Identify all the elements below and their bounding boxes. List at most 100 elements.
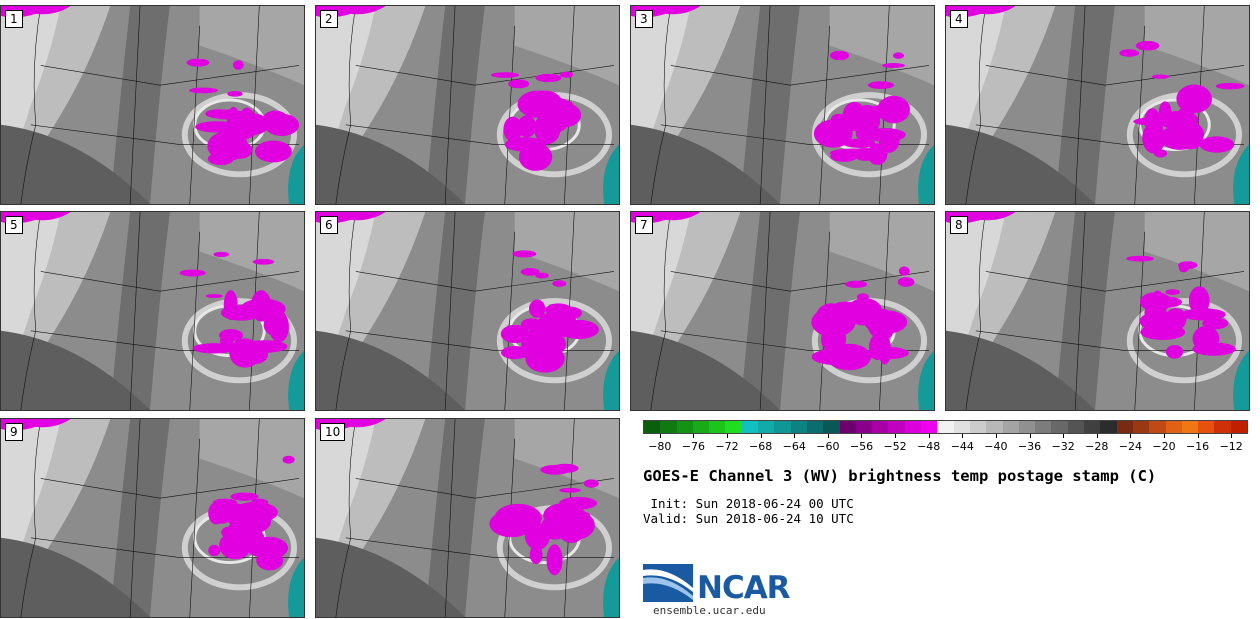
colorbar-tick-label: −40 bbox=[984, 440, 1008, 453]
colorbar-tick-label: −80 bbox=[648, 440, 672, 453]
init-time: Init: Sun 2018-06-24 00 UTC bbox=[643, 496, 854, 511]
colorbar-swatch bbox=[872, 421, 889, 433]
panel-member-label: 5 bbox=[5, 216, 23, 234]
colorbar-tick-label: −56 bbox=[849, 440, 874, 453]
colorbar-swatch bbox=[969, 421, 987, 433]
colorbar-swatch bbox=[790, 421, 807, 433]
colorbar-tick-label: −76 bbox=[681, 440, 706, 453]
colorbar-swatch bbox=[823, 421, 840, 433]
colorbar-swatch bbox=[741, 421, 759, 433]
colorbar-swatch bbox=[676, 421, 693, 433]
postage-stamp-panel: 7 bbox=[630, 211, 935, 411]
colorbar-tick-label: −16 bbox=[1185, 440, 1210, 453]
valid-time: Valid: Sun 2018-06-24 10 UTC bbox=[643, 511, 854, 526]
colorbar-swatch bbox=[774, 421, 791, 433]
colorbar-ticks: −80 −76 −72 −68 −64 −60 −56 −52 −48 −44 −40 −36 −32−… bbox=[643, 434, 1248, 456]
wv-map-icon bbox=[1, 6, 304, 204]
wv-map-icon bbox=[316, 212, 619, 410]
colorbar-swatch bbox=[921, 421, 938, 433]
colorbar-tick-mark bbox=[962, 434, 964, 438]
colorbar-tick-label: −20 bbox=[1152, 440, 1176, 453]
colorbar-swatch bbox=[1067, 421, 1085, 433]
postage-stamp-panel: 5 bbox=[0, 211, 305, 411]
postage-stamp-panel: 1 bbox=[0, 5, 305, 205]
logo-url: ensemble.ucar.edu bbox=[653, 604, 766, 617]
colorbar-tick-mark bbox=[895, 434, 897, 438]
colorbar-swatch bbox=[1002, 421, 1019, 433]
colorbar-swatch bbox=[692, 421, 710, 433]
colorbar-tick-mark bbox=[1197, 434, 1199, 438]
wv-map-icon bbox=[316, 6, 619, 204]
panel-member-label: 7 bbox=[635, 216, 653, 234]
colorbar-tick-label: −32 bbox=[1051, 440, 1075, 453]
colorbar-tick-mark bbox=[794, 434, 796, 438]
wv-map-icon bbox=[946, 212, 1249, 410]
panel-member-label: 8 bbox=[950, 216, 968, 234]
postage-stamp-panel: 10 bbox=[315, 418, 620, 618]
colorbar-swatch bbox=[1165, 421, 1182, 433]
colorbar-tick-mark bbox=[1029, 434, 1031, 438]
colorbar-tick-mark bbox=[693, 434, 695, 438]
postage-stamp-panel: 8 bbox=[945, 211, 1250, 411]
colorbar-swatch bbox=[1100, 421, 1117, 433]
panel-member-label: 6 bbox=[320, 216, 338, 234]
panel-member-label: 10 bbox=[320, 423, 346, 441]
colorbar bbox=[643, 420, 1248, 434]
colorbar-swatch bbox=[986, 421, 1003, 433]
colorbar-tick-label: −28 bbox=[1085, 440, 1109, 453]
colorbar-swatch bbox=[953, 421, 970, 433]
postage-stamp-panel: 6 bbox=[315, 211, 620, 411]
colorbar-tick-mark bbox=[727, 434, 729, 438]
colorbar-tick-label: −60 bbox=[816, 440, 840, 453]
colorbar-swatch bbox=[839, 421, 856, 433]
panel-member-label: 4 bbox=[950, 10, 968, 28]
wv-map-icon bbox=[946, 6, 1249, 204]
colorbar-swatch bbox=[644, 421, 661, 433]
postage-stamp-panel: 3 bbox=[630, 5, 935, 205]
colorbar-swatch bbox=[1084, 421, 1101, 433]
colorbar-swatch bbox=[725, 421, 742, 433]
colorbar-swatch bbox=[1198, 421, 1215, 433]
colorbar-tick-label: −48 bbox=[917, 440, 941, 453]
colorbar-tick-label: −72 bbox=[715, 440, 739, 453]
colorbar-tick-mark bbox=[861, 434, 863, 438]
colorbar-tick-mark bbox=[1096, 434, 1098, 438]
ncar-logo-icon bbox=[643, 564, 693, 602]
wv-map-icon bbox=[1, 212, 304, 410]
colorbar-swatch bbox=[1018, 421, 1036, 433]
logo-text: NCAR bbox=[697, 570, 791, 606]
colorbar-tick-mark bbox=[1063, 434, 1065, 438]
panel-member-label: 9 bbox=[5, 423, 23, 441]
wv-map-icon bbox=[1, 419, 304, 617]
colorbar-tick-mark bbox=[1130, 434, 1132, 438]
wv-map-icon bbox=[316, 419, 619, 617]
colorbar-swatch bbox=[1051, 421, 1068, 433]
colorbar-swatch bbox=[1035, 421, 1052, 433]
colorbar-swatch bbox=[904, 421, 922, 433]
colorbar-swatch bbox=[1149, 421, 1166, 433]
colorbar-swatch bbox=[937, 421, 954, 433]
colorbar-tick-mark bbox=[928, 434, 930, 438]
colorbar-tick-mark bbox=[1163, 434, 1165, 438]
colorbar-swatch bbox=[709, 421, 726, 433]
colorbar-swatch bbox=[1116, 421, 1133, 433]
postage-stamp-panel: 2 bbox=[315, 5, 620, 205]
colorbar-tick-mark bbox=[1231, 434, 1233, 438]
colorbar-swatch bbox=[888, 421, 905, 433]
colorbar-tick-label: −44 bbox=[950, 440, 974, 453]
figure-title: GOES-E Channel 3 (WV) brightness temp po… bbox=[643, 467, 1157, 485]
postage-stamp-panel: 4 bbox=[945, 5, 1250, 205]
colorbar-tick-mark bbox=[995, 434, 997, 438]
colorbar-tick-mark bbox=[827, 434, 829, 438]
colorbar-tick-mark bbox=[659, 434, 661, 438]
colorbar-tick-label: −52 bbox=[883, 440, 907, 453]
colorbar-swatch bbox=[1214, 421, 1231, 433]
colorbar-tick-label: −64 bbox=[782, 440, 806, 453]
colorbar-swatch bbox=[758, 421, 775, 433]
panel-member-label: 3 bbox=[635, 10, 653, 28]
panel-member-label: 2 bbox=[320, 10, 338, 28]
colorbar-tick-label: −24 bbox=[1118, 440, 1142, 453]
colorbar-tick-label: −12 bbox=[1219, 440, 1243, 453]
postage-stamp-panel: 9 bbox=[0, 418, 305, 618]
colorbar-swatch bbox=[806, 421, 824, 433]
